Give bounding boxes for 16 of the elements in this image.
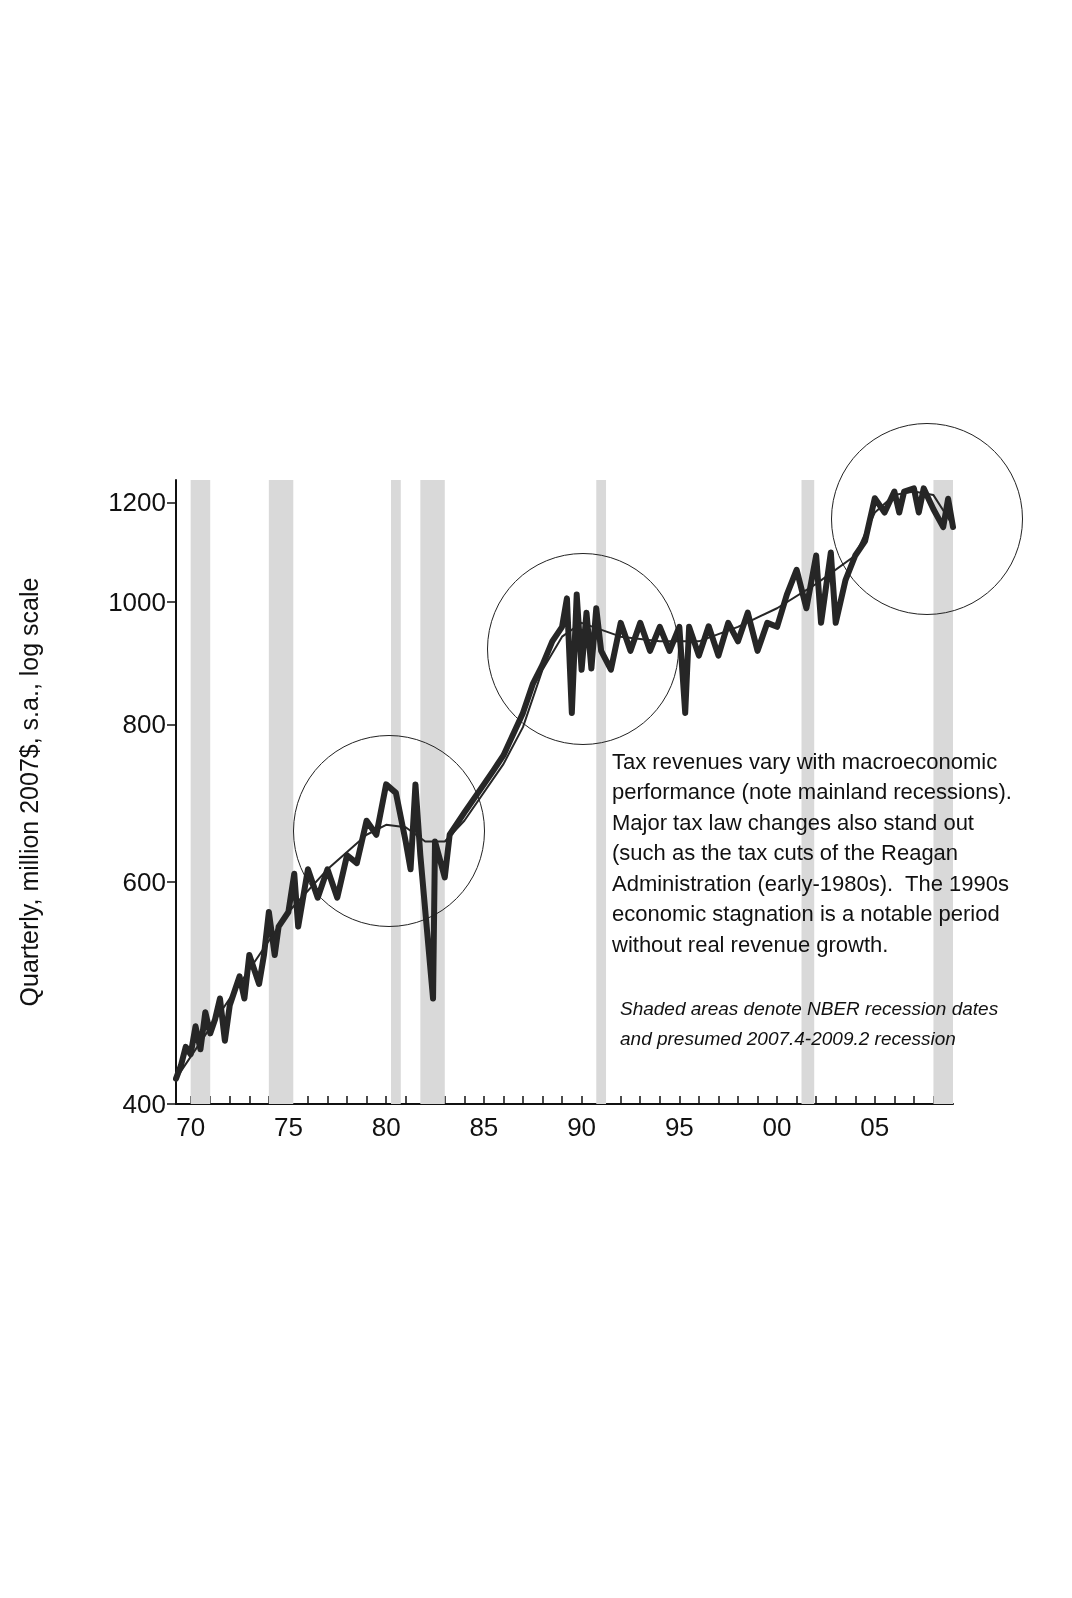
y-tick-label: 800 <box>122 709 166 740</box>
x-tick-label: 80 <box>371 1112 401 1142</box>
y-tick-label: 1000 <box>108 587 166 618</box>
x-tick-label: 00 <box>762 1112 792 1142</box>
x-tick-label: 85 <box>469 1112 499 1142</box>
x-tick-label: 90 <box>567 1112 597 1142</box>
x-tick-label: 95 <box>664 1112 694 1142</box>
y-tick-label: 400 <box>122 1089 166 1119</box>
x-tick-label: 05 <box>860 1112 890 1142</box>
x-tick-label: 70 <box>176 1112 206 1142</box>
y-axis-title: Quarterly, million 2007$, s.a., log scale <box>14 577 43 1007</box>
y-tick-label: 600 <box>122 866 166 897</box>
annotation: Tax revenues vary with macroeconomic performance (note mainland recessions). Major tax law changes also stand out (such as the tax cuts of the Reagan Administration (early-1980s). The 1990s economic stagnation is a notable period without real revenue growth. <box>611 748 1012 957</box>
annotation: Shaded areas denote NBER recession dates and presumed 2007.4-2009.2 recession <box>620 998 999 1049</box>
y-tick-label: 1200 <box>108 487 166 518</box>
x-tick-label: 75 <box>273 1112 303 1142</box>
